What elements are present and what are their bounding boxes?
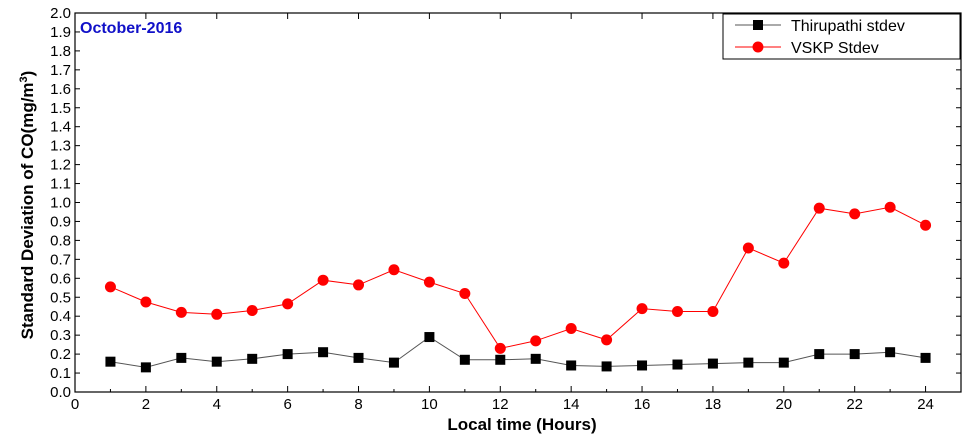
data-point-series-2 <box>636 303 648 315</box>
axes: 0 2 4 6 8 10 12 14 16 18 20 22 240.00.10.20.30.40.50… <box>50 5 962 413</box>
x-tick-label: 22 <box>846 396 863 413</box>
x-axis-title: Local time (Hours) <box>447 415 596 434</box>
data-point-series-1 <box>105 356 116 367</box>
data-point-series-1 <box>920 352 931 363</box>
data-point-series-1 <box>247 353 258 364</box>
data-point-series-2 <box>565 323 577 335</box>
x-tick-label: 2 <box>142 396 150 413</box>
y-tick-label: 1.4 <box>50 119 71 136</box>
data-point-series-1 <box>885 347 896 358</box>
y-axis-title-main: Standard Deviation of CO(mg/m <box>18 82 37 339</box>
series-line-1 <box>110 336 926 368</box>
x-tick-label: 24 <box>917 396 934 413</box>
data-point-series-1 <box>388 357 399 368</box>
data-point-series-2 <box>140 296 152 308</box>
data-point-series-2 <box>530 335 542 347</box>
data-point-series-1 <box>495 354 506 365</box>
y-tick-label: 1.0 <box>50 195 71 212</box>
data-point-series-2 <box>813 202 825 214</box>
y-tick-label: 0.2 <box>50 346 71 363</box>
data-point-series-2 <box>742 242 754 254</box>
y-axis-title-close: ) <box>18 71 37 77</box>
x-tick-label: 0 <box>71 396 79 413</box>
chart-title: October-2016 <box>80 20 182 37</box>
data-point-series-2 <box>849 208 861 220</box>
y-tick-label: 1.5 <box>50 100 71 117</box>
x-tick-label: 10 <box>421 396 438 413</box>
data-point-series-2 <box>317 274 329 286</box>
y-axis-title: Standard Deviation of CO(mg/m3) <box>18 71 37 340</box>
x-tick-label: 16 <box>634 396 651 413</box>
y-tick-label: 1.9 <box>50 24 71 41</box>
x-tick-label: 12 <box>492 396 509 413</box>
x-tick-label: 6 <box>283 396 291 413</box>
plot-frame <box>74 12 962 393</box>
data-point-series-2 <box>671 305 683 317</box>
data-point-series-2 <box>494 342 506 354</box>
data-point-series-2 <box>282 298 294 310</box>
data-point-series-1 <box>849 349 860 360</box>
y-tick-label: 0.6 <box>50 270 71 287</box>
x-tick-label: 8 <box>354 396 362 413</box>
data-point-series-2 <box>601 334 613 346</box>
data-point-series-1 <box>176 352 187 363</box>
data-point-series-1 <box>282 349 293 360</box>
data-point-series-1 <box>743 357 754 368</box>
data-point-series-1 <box>424 332 435 343</box>
data-point-series-2 <box>388 264 400 276</box>
y-axis-title-superscript: 3 <box>18 76 30 82</box>
data-point-series-1 <box>778 357 789 368</box>
legend: Thirupathi stdev VSKP Stdev <box>722 13 961 60</box>
data-point-series-2 <box>707 305 719 317</box>
y-tick-label: 1.8 <box>50 43 71 60</box>
data-point-series-1 <box>211 356 222 367</box>
x-tick-label: 4 <box>213 396 221 413</box>
legend-marker-2 <box>752 41 764 53</box>
y-tick-label: 0.4 <box>50 308 71 325</box>
y-tick-label: 0.3 <box>50 327 71 344</box>
data-point-series-2 <box>920 219 932 231</box>
data-point-series-2 <box>884 201 896 213</box>
data-point-series-2 <box>175 306 187 318</box>
data-point-series-2 <box>423 276 435 288</box>
data-point-series-1 <box>140 362 151 373</box>
y-tick-label: 0.1 <box>50 365 71 382</box>
x-tick-label: 20 <box>775 396 792 413</box>
legend-label-2: VSKP Stdev <box>791 40 879 57</box>
y-tick-label: 1.2 <box>50 157 71 174</box>
data-point-series-1 <box>707 358 718 369</box>
y-tick-label: 0.9 <box>50 213 71 230</box>
data-point-series-2 <box>353 279 365 291</box>
series-group <box>104 201 932 373</box>
data-point-series-1 <box>814 349 825 360</box>
y-tick-label: 0.5 <box>50 289 71 306</box>
legend-label-1: Thirupathi stdev <box>791 18 905 35</box>
data-point-series-1 <box>318 347 329 358</box>
data-point-series-1 <box>566 360 577 371</box>
y-tick-label: 1.3 <box>50 138 71 155</box>
y-tick-label: 1.1 <box>50 176 71 193</box>
data-point-series-1 <box>637 360 648 371</box>
y-tick-label: 2.0 <box>50 5 71 22</box>
y-tick-label: 0.7 <box>50 251 71 268</box>
x-tick-label: 18 <box>705 396 722 413</box>
x-tick-label: 14 <box>563 396 580 413</box>
data-point-series-1 <box>459 354 470 365</box>
data-point-series-2 <box>778 257 790 269</box>
data-point-series-1 <box>672 359 683 370</box>
data-point-series-2 <box>246 305 258 317</box>
y-tick-label: 1.6 <box>50 81 71 98</box>
data-point-series-1 <box>530 353 541 364</box>
y-tick-label: 0.0 <box>50 384 71 401</box>
series-line-2 <box>110 206 926 349</box>
y-tick-label: 1.7 <box>50 62 71 79</box>
legend-marker-1 <box>753 20 763 30</box>
data-point-series-1 <box>601 361 612 372</box>
data-point-series-2 <box>459 287 471 299</box>
data-point-series-1 <box>353 352 364 363</box>
data-point-series-2 <box>211 308 223 320</box>
data-point-series-2 <box>104 281 116 293</box>
y-tick-label: 0.8 <box>50 232 71 249</box>
